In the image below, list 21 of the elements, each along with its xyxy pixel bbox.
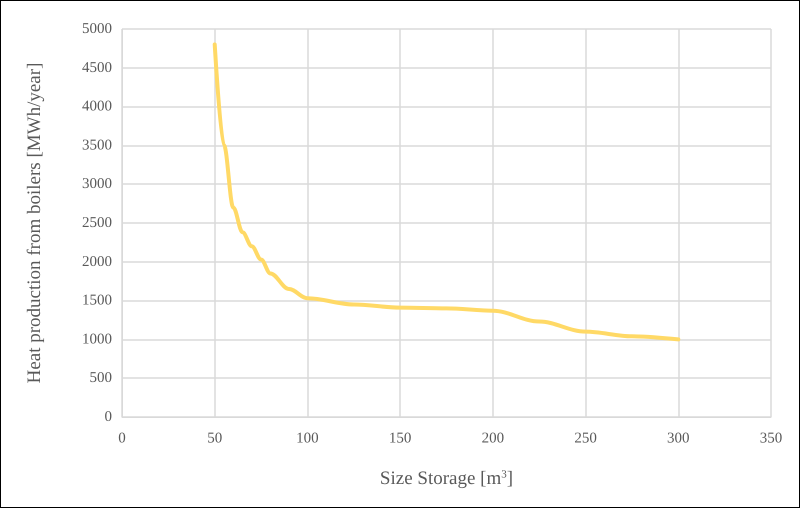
y-tick-label: 500 [90,370,112,386]
y-tick-label: 2000 [82,254,112,270]
x-tick-label: 200 [482,430,504,446]
y-tick-label: 3000 [82,176,112,192]
y-axis-title: Heat production from boilers [MWh/year] [24,62,45,384]
x-tick-label: 300 [667,430,690,446]
x-tick-label: 0 [118,430,126,446]
x-tick-label: 250 [574,430,597,446]
line-series [212,42,680,342]
x-tick-label: 50 [207,430,222,446]
y-tick-label: 2500 [82,215,112,231]
y-tick-label: 1500 [82,292,112,309]
y-tick-label: 1000 [82,331,112,348]
y-tick-label: 0 [104,409,112,425]
x-tick-label: 150 [388,430,412,446]
y-tick-label: 4500 [82,60,112,76]
y-tick-label: 4000 [82,98,112,115]
y-tick-label: 5000 [82,21,112,37]
x-tick-label: 100 [296,430,319,446]
x-tick-label: 350 [760,430,782,446]
y-tick-label: 3500 [82,137,112,154]
